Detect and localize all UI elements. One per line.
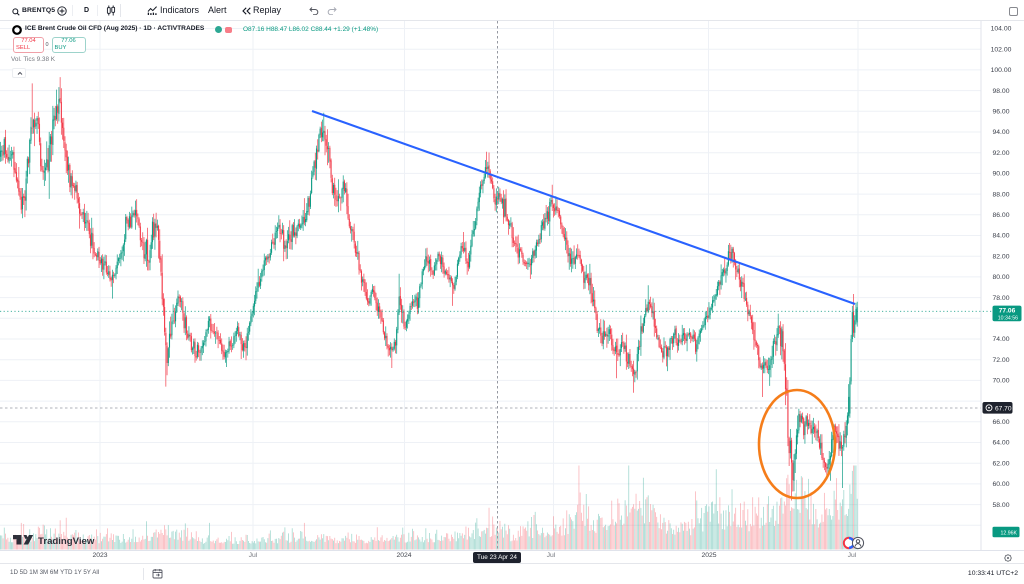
svg-text:80.00: 80.00 xyxy=(992,274,1009,281)
svg-text:104.00: 104.00 xyxy=(991,26,1012,33)
svg-text:72.00: 72.00 xyxy=(992,357,1009,364)
svg-text:10:34:56: 10:34:56 xyxy=(998,315,1018,321)
svg-text:TradingView: TradingView xyxy=(38,536,95,546)
svg-text:96.00: 96.00 xyxy=(992,109,1009,116)
svg-text:88.00: 88.00 xyxy=(992,191,1009,198)
svg-text:92.00: 92.00 xyxy=(992,150,1009,157)
svg-text:64.00: 64.00 xyxy=(992,440,1009,447)
svg-text:60.00: 60.00 xyxy=(992,481,1009,488)
svg-text:77.06: 77.06 xyxy=(999,308,1016,315)
svg-text:58.00: 58.00 xyxy=(992,502,1009,509)
svg-text:98.00: 98.00 xyxy=(992,88,1009,95)
svg-text:102.00: 102.00 xyxy=(991,46,1012,53)
svg-text:66.00: 66.00 xyxy=(992,419,1009,426)
svg-text:94.00: 94.00 xyxy=(992,129,1009,136)
svg-text:12.96K: 12.96K xyxy=(1001,531,1018,537)
svg-text:90.00: 90.00 xyxy=(992,171,1009,178)
svg-text:62.00: 62.00 xyxy=(992,460,1009,467)
svg-text:70.00: 70.00 xyxy=(992,378,1009,385)
svg-text:100.00: 100.00 xyxy=(991,67,1012,74)
svg-text:67.70: 67.70 xyxy=(995,405,1012,412)
svg-text:78.00: 78.00 xyxy=(992,295,1009,302)
svg-text:74.00: 74.00 xyxy=(992,336,1009,343)
svg-text:82.00: 82.00 xyxy=(992,253,1009,260)
svg-text:86.00: 86.00 xyxy=(992,212,1009,219)
svg-text:84.00: 84.00 xyxy=(992,233,1009,240)
